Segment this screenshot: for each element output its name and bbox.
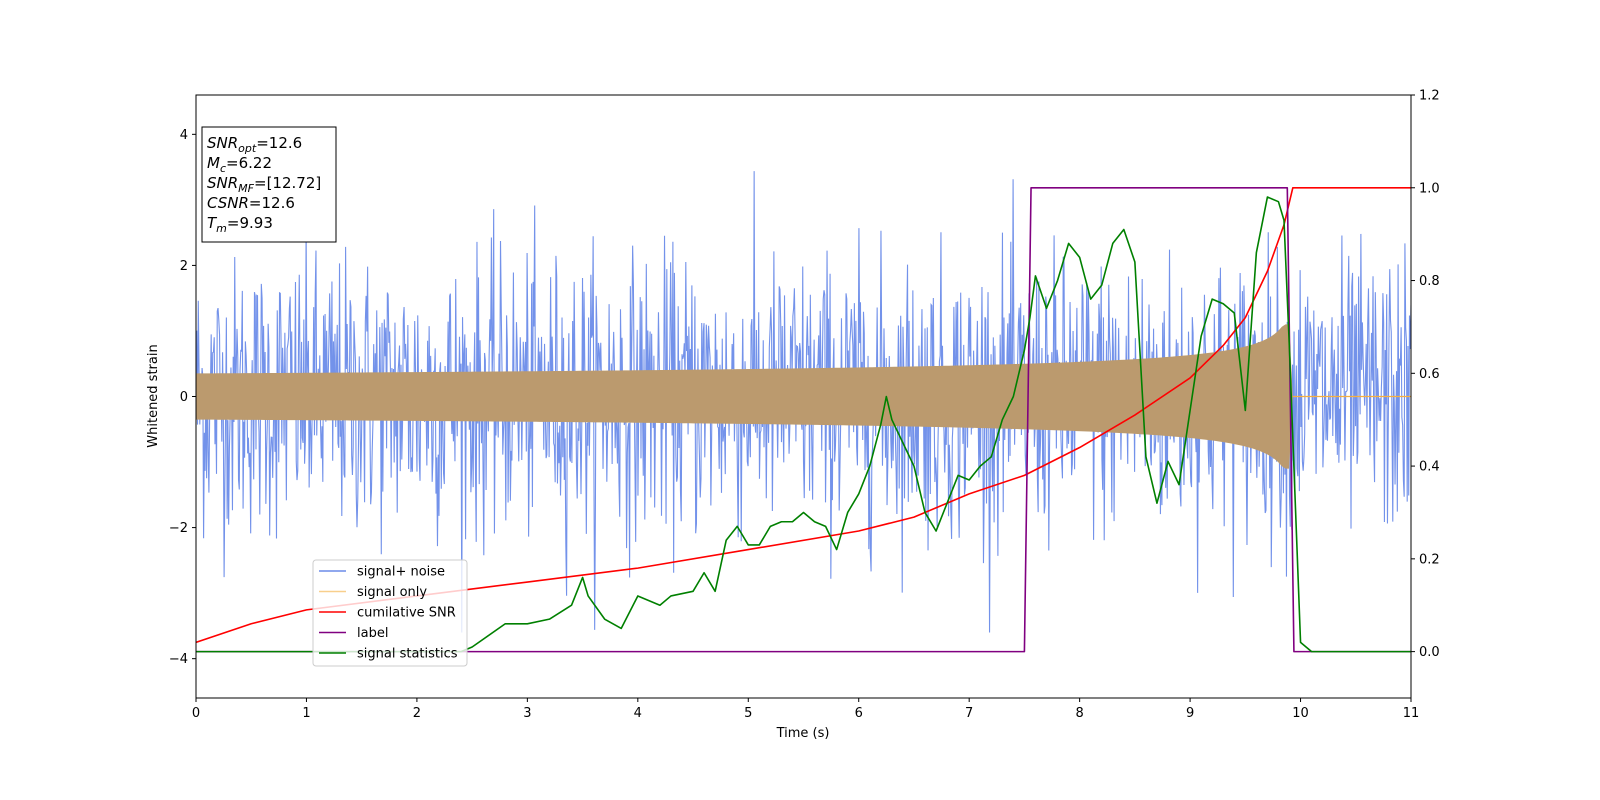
y2-tick-label: 1.0 [1419, 181, 1440, 196]
x-tick-label: 9 [1186, 706, 1194, 721]
legend-entry: signal only [357, 585, 427, 600]
y-tick-label: −4 [169, 652, 188, 667]
x-tick-label: 10 [1292, 706, 1309, 721]
y2-tick-label: 1.2 [1419, 89, 1440, 104]
x-tick-label: 2 [413, 706, 421, 721]
y-tick-label: 4 [180, 128, 188, 143]
legend-entry: signal statistics [357, 647, 458, 662]
annotation-line: SNRMF=[12.72] [207, 174, 321, 195]
y-axis-left: −4 −2 0 2 4 [169, 128, 196, 667]
x-tick-label: 7 [965, 706, 973, 721]
x-tick-label: 11 [1403, 706, 1420, 721]
y2-tick-label: 0.2 [1419, 552, 1440, 567]
legend-entry: label [357, 626, 388, 641]
x-tick-label: 8 [1075, 706, 1083, 721]
annotation-box: SNRopt=12.6Mc=6.22SNRMF=[12.72]CSNR=12.6… [201, 126, 337, 243]
legend-entry: signal+ noise [357, 565, 445, 580]
x-tick-label: 6 [855, 706, 863, 721]
x-tick-label: 1 [302, 706, 310, 721]
annotation-frame [201, 126, 337, 243]
x-tick-label: 4 [634, 706, 642, 721]
annotation-line: CSNR=12.6 [207, 194, 295, 212]
signal-noise-line [196, 171, 1411, 633]
annotation-line: SNRopt=12.6 [207, 134, 302, 155]
annotation-line: Tm=9.93 [207, 214, 273, 235]
legend-frame [312, 559, 468, 667]
y-tick-label: −2 [169, 521, 188, 536]
x-axis-label: Time (s) [776, 726, 830, 741]
x-tick-label: 5 [744, 706, 752, 721]
legend-entry: cumilative SNR [357, 606, 456, 621]
y-axis-right: 0.0 0.2 0.4 0.6 0.8 1.0 1.2 [1411, 89, 1440, 660]
x-tick-label: 3 [523, 706, 531, 721]
y2-tick-label: 0.4 [1419, 460, 1440, 475]
y-tick-label: 0 [180, 390, 188, 405]
x-axis: 0 1 2 3 4 5 6 7 8 9 10 11 [192, 698, 1419, 721]
signal-only-band [196, 324, 1293, 469]
x-tick-label: 0 [192, 706, 200, 721]
y2-tick-label: 0.6 [1419, 367, 1440, 382]
y2-tick-label: 0.0 [1419, 645, 1440, 660]
signal-statistics-line [196, 196, 1411, 653]
annotation-line: Mc=6.22 [207, 154, 272, 175]
legend: signal+ noise signal only cumilative SNR la… [312, 559, 468, 667]
y2-tick-label: 0.8 [1419, 274, 1440, 289]
y-axis-label: Whitened strain [146, 344, 161, 447]
y-tick-label: 2 [180, 259, 188, 274]
